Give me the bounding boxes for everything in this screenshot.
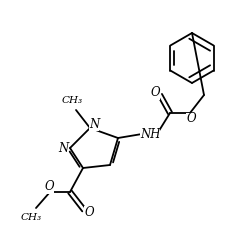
Text: O: O <box>149 87 159 100</box>
Text: O: O <box>185 113 195 126</box>
Text: N: N <box>58 143 68 156</box>
Text: CH₃: CH₃ <box>61 96 82 105</box>
Text: O: O <box>84 206 93 219</box>
Text: CH₃: CH₃ <box>20 213 41 222</box>
Text: NH: NH <box>139 127 160 140</box>
Text: N: N <box>88 118 99 131</box>
Text: O: O <box>44 181 54 194</box>
